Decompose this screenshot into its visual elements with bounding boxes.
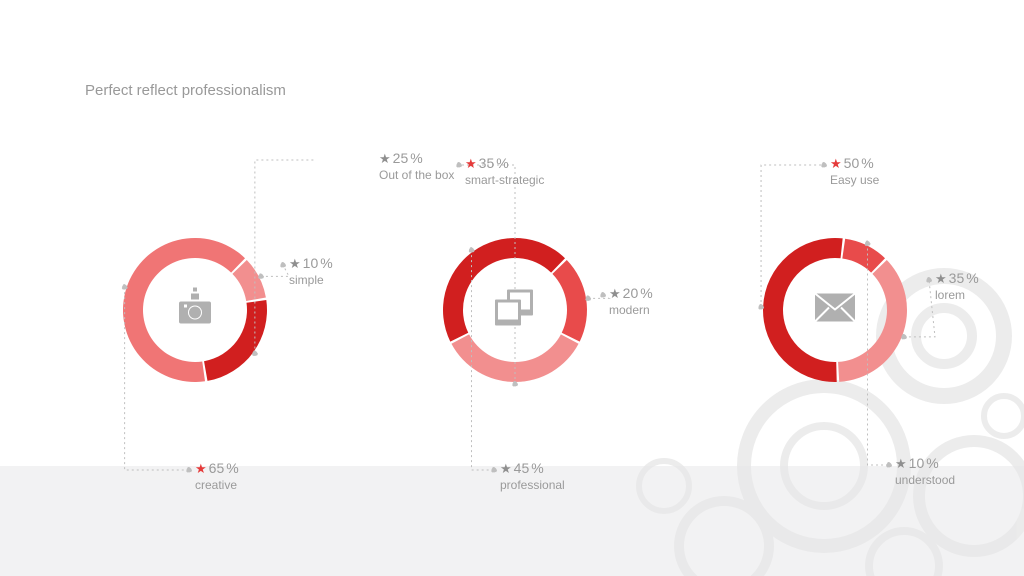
- chart3: ★ 50% Easy use ★ 35% lorem ★ 10% underst…: [715, 130, 955, 490]
- camera-icon: [171, 284, 219, 337]
- callout-percent: 45: [514, 460, 530, 478]
- star-icon: ★: [500, 461, 512, 477]
- callout-percent: 50: [844, 155, 860, 173]
- star-icon: ★: [895, 456, 907, 472]
- chart3-callout-understood: ★ 10% understood: [895, 455, 955, 488]
- chart2-callout-professional: ★ 45% professional: [500, 460, 565, 493]
- callout-label: smart-strategic: [465, 173, 544, 188]
- callout-percent: 10: [909, 455, 925, 473]
- star-icon: ★: [609, 286, 621, 302]
- star-icon: ★: [289, 256, 301, 272]
- chart1-callout-simple: ★ 10% simple: [289, 255, 333, 288]
- page-title: Perfect reflect professionalism: [85, 82, 286, 99]
- chart3-callout-easy-use: ★ 50% Easy use: [830, 155, 879, 188]
- callout-percent: 65: [209, 460, 225, 478]
- star-icon: ★: [935, 271, 947, 287]
- callout-label: lorem: [935, 288, 979, 303]
- chart1-callout-creative: ★ 65% creative: [195, 460, 239, 493]
- star-icon: ★: [465, 156, 477, 172]
- callout-percent: 35: [479, 155, 495, 173]
- callout-label: professional: [500, 478, 565, 493]
- star-icon: ★: [195, 461, 207, 477]
- chart2-callout-modern: ★ 20% modern: [609, 285, 653, 318]
- envelope-icon: [811, 290, 859, 331]
- callout-label: modern: [609, 303, 653, 318]
- chart1: ★ 25% Out of the box ★ 10% simple ★ 65% …: [75, 130, 315, 490]
- callout-percent: 35: [949, 270, 965, 288]
- star-icon: ★: [830, 156, 842, 172]
- star-icon: ★: [379, 151, 391, 167]
- callout-label: Easy use: [830, 173, 879, 188]
- chart3-callout-lorem: ★ 35% lorem: [935, 270, 979, 303]
- chart2-callout-smart-strategic: ★ 35% smart-strategic: [465, 155, 544, 188]
- chart2: ★ 35% smart-strategic ★ 20% modern ★ 45%…: [395, 130, 635, 490]
- callout-percent: 20: [623, 285, 639, 303]
- callout-label: understood: [895, 473, 955, 488]
- callout-percent: 10: [303, 255, 319, 273]
- callout-label: simple: [289, 273, 333, 288]
- photos-icon: [489, 284, 541, 337]
- callout-label: creative: [195, 478, 239, 493]
